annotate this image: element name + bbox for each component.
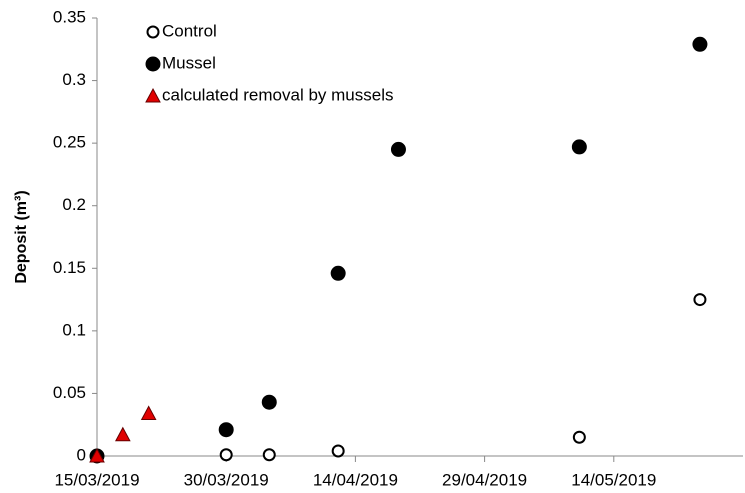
legend-label: Mussel: [162, 53, 216, 72]
point: [571, 139, 587, 155]
point: [140, 405, 157, 420]
y-tick-label: 0.05: [53, 383, 86, 402]
legend-marker: [145, 87, 161, 103]
x-tick-label: 14/05/2019: [571, 470, 656, 489]
legend-label: calculated removal by mussels: [162, 85, 393, 104]
point: [330, 265, 346, 281]
point: [219, 448, 233, 462]
y-tick-label: 0.15: [53, 258, 86, 277]
legend-label: Control: [162, 21, 217, 40]
point: [390, 141, 406, 157]
point: [331, 444, 345, 458]
x-tick-label: 14/04/2019: [313, 470, 398, 489]
y-tick-label: 0.3: [62, 70, 86, 89]
point: [115, 426, 131, 442]
y-tick-label: 0: [77, 445, 86, 464]
y-tick-label: 0.2: [62, 195, 86, 214]
point: [262, 448, 276, 462]
point: [572, 430, 586, 444]
x-tick-label: 29/04/2019: [442, 470, 527, 489]
point: [693, 293, 707, 307]
legend-marker: [146, 25, 160, 39]
point: [218, 422, 234, 438]
legend-marker: [145, 56, 161, 72]
x-tick-label: 30/03/2019: [184, 470, 269, 489]
x-tick-label: 15/03/2019: [54, 470, 139, 489]
point: [89, 447, 105, 463]
y-tick-label: 0.25: [53, 133, 86, 152]
y-tick-label: 0.35: [53, 7, 86, 26]
point: [692, 36, 708, 52]
y-tick-label: 0.1: [62, 320, 86, 339]
y-axis-label: Deposit (m³): [13, 190, 30, 283]
point: [261, 394, 277, 410]
